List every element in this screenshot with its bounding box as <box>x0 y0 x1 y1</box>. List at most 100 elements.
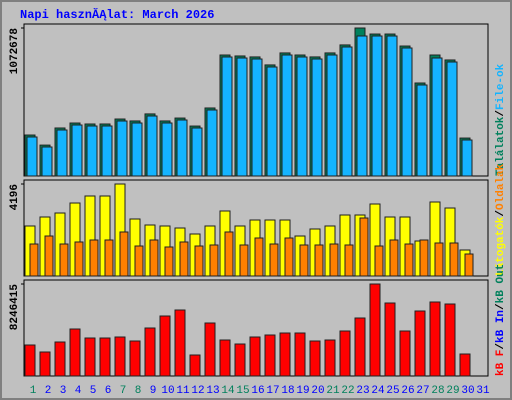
x-tick-label: 7 <box>120 385 127 397</box>
bar <box>419 239 429 277</box>
x-tick-label: 11 <box>176 385 190 397</box>
x-tick-label: 8 <box>135 385 142 397</box>
bar <box>54 341 66 377</box>
bar <box>264 334 276 377</box>
bar <box>24 344 36 377</box>
x-tick-label: 12 <box>191 385 204 397</box>
bar <box>429 301 441 377</box>
legend: Látogatók/Oldalak <box>495 163 507 276</box>
bar <box>219 339 231 377</box>
bar <box>56 129 68 177</box>
bar <box>194 245 204 277</box>
bar <box>74 241 84 277</box>
x-tick-label: 25 <box>386 385 399 397</box>
bar <box>44 235 54 277</box>
bar <box>101 125 113 177</box>
bar <box>239 244 249 277</box>
bar <box>204 322 216 377</box>
y-tick-label: 1072678 <box>9 28 21 75</box>
bar <box>84 337 96 377</box>
bar <box>159 315 171 377</box>
bar <box>339 330 351 377</box>
bar <box>39 351 51 377</box>
bar <box>26 136 38 177</box>
x-tick-label: 3 <box>60 385 67 397</box>
legend: kB F/kB In/kB Out <box>495 264 507 376</box>
bar <box>461 139 473 177</box>
bar <box>281 54 293 177</box>
x-tick-label: 30 <box>461 385 474 397</box>
x-tick-label: 27 <box>416 385 429 397</box>
legend-entry: Találatok <box>495 116 507 176</box>
x-tick-label: 24 <box>371 385 385 397</box>
bar <box>161 122 173 177</box>
x-tick-label: 1 <box>30 385 37 397</box>
bar <box>249 336 261 377</box>
bar <box>294 332 306 377</box>
legend-entry: File-ok <box>495 63 507 110</box>
x-tick-label: 15 <box>236 385 249 397</box>
bar <box>134 245 144 277</box>
bar <box>71 124 83 177</box>
bar <box>446 61 458 177</box>
x-tick-label: 29 <box>446 385 459 397</box>
bar <box>326 54 338 177</box>
bar <box>29 243 39 277</box>
bar <box>251 58 263 177</box>
bar <box>389 239 399 277</box>
bar <box>369 283 381 377</box>
x-tick-label: 9 <box>150 385 157 397</box>
legend-entry: Látogatók <box>495 216 507 276</box>
legend-separator: / <box>495 303 507 310</box>
bar <box>69 328 81 377</box>
bar <box>311 58 323 177</box>
bar <box>464 253 474 277</box>
bar <box>189 354 201 377</box>
bar <box>99 337 111 377</box>
bar <box>299 244 309 277</box>
x-tick-label: 13 <box>206 385 219 397</box>
bar <box>236 57 248 177</box>
bar <box>206 109 218 177</box>
bar <box>459 353 471 377</box>
bar <box>146 115 158 177</box>
bar <box>296 56 308 177</box>
bar <box>371 35 383 177</box>
bar <box>314 244 324 277</box>
x-tick-label: 10 <box>161 385 174 397</box>
bar <box>309 340 321 377</box>
x-tick-label: 16 <box>251 385 264 397</box>
x-tick-label: 5 <box>90 385 97 397</box>
bar <box>224 231 234 277</box>
bar <box>404 243 414 277</box>
bar <box>414 310 426 377</box>
legend-separator: / <box>495 210 507 217</box>
legend-separator: / <box>495 110 507 117</box>
bar <box>131 122 143 177</box>
bar <box>86 125 98 177</box>
bar <box>399 330 411 377</box>
legend-entry: kB Out <box>495 264 507 304</box>
bar <box>354 317 366 377</box>
bar <box>41 146 53 177</box>
x-tick-label: 31 <box>476 385 490 397</box>
bar <box>284 237 294 277</box>
x-tick-label: 22 <box>341 385 354 397</box>
bar <box>269 243 279 277</box>
bar <box>444 303 456 377</box>
bar <box>279 332 291 377</box>
bar <box>254 237 264 277</box>
bar <box>174 309 186 377</box>
bar <box>176 119 188 177</box>
legend: Találatok/File-ok <box>495 63 507 176</box>
legend-entry: Oldalak <box>495 163 507 210</box>
x-tick-label: 21 <box>326 385 340 397</box>
chart-title: Napi hasznĂĄlat: March 2026 <box>20 7 214 22</box>
x-tick-label: 2 <box>45 385 52 397</box>
bar <box>359 217 369 277</box>
bar <box>144 327 156 377</box>
bar <box>356 35 368 177</box>
bar <box>416 84 428 177</box>
